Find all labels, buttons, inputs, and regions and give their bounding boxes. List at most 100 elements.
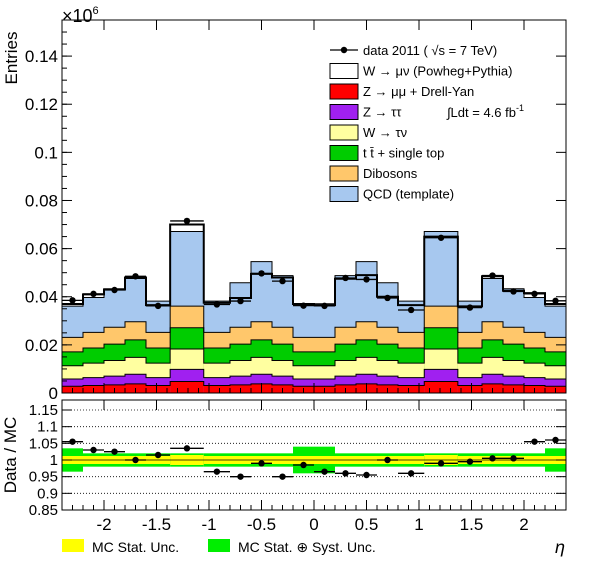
legend-label: data 2011 ( √s = 7 TeV) [363, 43, 497, 58]
ratio-point [90, 446, 97, 454]
data-point [489, 272, 496, 279]
stack-bar [457, 385, 482, 393]
data-point [384, 294, 391, 302]
legend-swatch [329, 83, 359, 100]
stack-outline [62, 348, 566, 367]
ratio-x-tick-label: -1.5 [142, 515, 171, 534]
ratio-y-tick-label: 0.9 [37, 485, 58, 502]
main-y-axis: 0 0.02 0.04 0.06 0.08 0.1 0.12 0.14 [25, 31, 566, 403]
x-axis-label: η [555, 537, 565, 557]
bottom-legend: MC Stat. Unc. MC Stat. ⊕ Syst. Unc. [62, 539, 376, 555]
legend-label: W → τν [363, 125, 407, 140]
wmunu-outline [62, 223, 566, 308]
data-point [466, 304, 474, 311]
legend-label: QCD (template) [363, 187, 454, 202]
bottom-legend-label: MC Stat. Unc. [92, 539, 179, 555]
legend-label: Dibosons [363, 166, 418, 181]
ratio-point [407, 470, 415, 477]
stack-outline [62, 327, 566, 353]
luminosity-annotation: ∫Ldt = 4.6 fb-1 [446, 103, 524, 120]
main-y-tick-label: 0 [49, 384, 58, 403]
ratio-y-tick-label: 1.1 [37, 419, 58, 436]
ratio-y-tick-label: 1.15 [29, 402, 58, 419]
ratio-x-axis: -2 -1.5 -1 -0.5 0 0.5 1 1.5 2 [61, 400, 567, 534]
stack-bar [203, 385, 230, 393]
y-multiplier: ×106 [62, 5, 99, 26]
legend-swatch [329, 124, 359, 141]
ratio-point [437, 460, 445, 467]
data-point [213, 301, 221, 308]
ratio-x-tick-label: 1 [414, 515, 423, 534]
ratio-point [300, 461, 307, 469]
ratio-point [237, 473, 244, 480]
ratio-x-tick-label: -1 [201, 515, 216, 534]
ratio-point [279, 473, 286, 480]
ratio-data-points [62, 436, 566, 480]
ratio-point [363, 471, 370, 479]
ratio-point [213, 468, 221, 475]
legend-swatch [329, 186, 359, 202]
ratio-y-tick-label: 0.95 [29, 469, 58, 486]
ratio-point [154, 451, 162, 459]
data-point [69, 297, 76, 304]
data-point [154, 302, 162, 310]
data-point [237, 297, 244, 305]
ratio-y-tick-label: 1.05 [29, 435, 58, 452]
ratio-x-tick-label: -0.5 [247, 515, 276, 534]
legend-label: Z → μμ + Drell-Yan [363, 84, 474, 99]
data-point [111, 286, 118, 294]
data-point [407, 306, 415, 314]
main-y-tick-label: 0.12 [25, 95, 58, 114]
ratio-point [132, 456, 139, 464]
ratio-x-tick-label: -2 [96, 515, 111, 534]
stack-bar [170, 381, 204, 393]
legend-label: t t̄ + single top [363, 146, 444, 161]
ratio-y-tick-label: 1 [50, 452, 58, 469]
data-point [363, 276, 370, 283]
data-point [321, 302, 328, 310]
main-y-tick-label: 0.08 [25, 191, 58, 210]
legend-swatch [329, 104, 359, 120]
stack-bar [424, 381, 458, 393]
legend-label: Z → ττ [363, 105, 402, 120]
legend-data-marker [340, 46, 348, 54]
main-y-tick-label: 0.1 [34, 143, 58, 162]
main-x-ticks [61, 20, 567, 393]
stack-outline [62, 305, 566, 338]
bottom-legend-label: MC Stat. ⊕ Syst. Unc. [238, 539, 376, 555]
data-point [342, 274, 349, 282]
stack-outline [62, 368, 566, 380]
ratio-x-tick-label: 1.5 [460, 515, 484, 534]
ratio-x-tick-label: 2 [519, 515, 528, 534]
main-y-tick-label: 0.14 [25, 47, 58, 66]
ratio-point [321, 468, 328, 475]
ratio-point [258, 460, 265, 467]
main-y-tick-label: 0.06 [25, 240, 58, 259]
data-point [510, 288, 517, 295]
data-point [258, 270, 265, 277]
data-point [90, 290, 97, 298]
legend-swatch [329, 165, 359, 182]
stack-bar [398, 385, 425, 393]
ratio-point [111, 448, 118, 455]
ratio-point [489, 455, 496, 462]
ratio-point [531, 438, 538, 445]
ratio-x-tick-label: 0 [309, 515, 318, 534]
data-point [552, 297, 559, 305]
ratio-point [384, 456, 391, 464]
legend: data 2011 ( √s = 7 TeV) W → μν (Powheg+Py… [329, 43, 512, 202]
legend-label: W → μν (Powheg+Pythia) [363, 64, 512, 79]
main-data-points [62, 217, 566, 314]
main-y-axis-label: Entries [2, 32, 21, 85]
data-point [531, 290, 538, 298]
bottom-legend-swatch [62, 539, 84, 552]
ratio-point [183, 445, 191, 452]
ratio-y-tick-label: 0.85 [29, 502, 58, 519]
ratio-point [510, 455, 517, 462]
bottom-legend-swatch [208, 539, 230, 552]
main-stack-outlines [62, 223, 566, 387]
data-point [132, 273, 139, 280]
main-y-tick-label: 0.04 [25, 288, 58, 307]
